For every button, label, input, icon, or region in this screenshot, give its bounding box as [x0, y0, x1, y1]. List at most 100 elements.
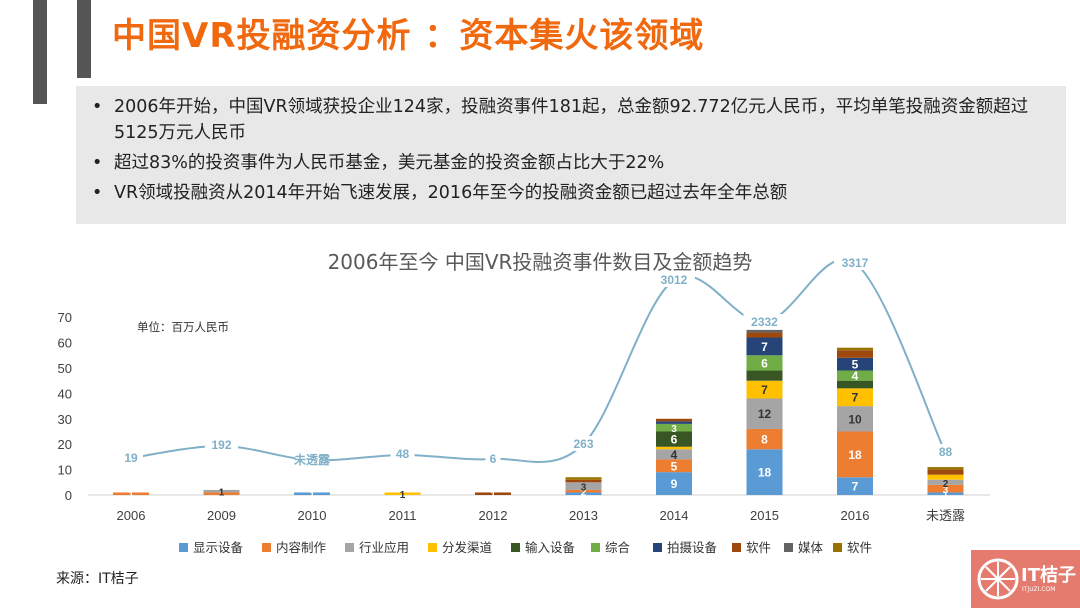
x-tick-label: 2016 [841, 508, 870, 523]
bar-segment-7 [837, 357, 873, 371]
bar-segment-5 [837, 380, 873, 389]
legend-label: 输入设备 [525, 540, 576, 555]
decor-bar-right [77, 0, 91, 78]
brand-logo: IT桔子 ITJUZI.COM [971, 550, 1080, 608]
bullet-2: 超过83%的投资事件为人民币基金，美元基金的投资金额占比大于22% [92, 150, 1052, 176]
source-note: 来源：IT桔子 [56, 571, 139, 587]
bar-segment-4 [927, 474, 964, 480]
bar-data-label: 1 [490, 490, 496, 501]
bar-segment-6 [837, 370, 873, 381]
bar-data-label: 3 [581, 483, 587, 494]
legend-swatch [262, 543, 271, 552]
logo-text: IT桔子 [1021, 565, 1076, 586]
bar-segment-2 [113, 492, 149, 495]
bar-data-label: 6 [671, 433, 678, 447]
bar-segment-10 [927, 467, 964, 470]
amount-data-label: 2332 [751, 315, 778, 329]
logo-subtext: ITJUZI.COM [1022, 586, 1056, 593]
bar-segment-2 [927, 484, 964, 493]
amount-data-label: 3012 [661, 273, 688, 287]
bar-segment-1 [565, 492, 602, 495]
legend-label: 媒体 [798, 540, 824, 555]
bar-data-label: 5 [671, 459, 678, 473]
bar-segment-8 [746, 332, 783, 338]
legend-label: 内容制作 [276, 540, 327, 555]
bar-segment-7 [746, 337, 783, 356]
amount-label-bg [834, 255, 876, 270]
legend-swatch [732, 543, 741, 552]
bullet-1: 2006年开始，中国VR领域获投企业124家，投融资事件181起，总金额92.7… [92, 94, 1052, 146]
bar-data-label: 5 [852, 358, 859, 372]
bar-segment-2 [203, 492, 240, 495]
legend-label: 显示设备 [193, 540, 244, 555]
amount-data-label: 263 [573, 437, 593, 451]
legend-swatch [428, 543, 437, 552]
bar-segment-8 [475, 492, 511, 495]
amount-label-bg [933, 444, 958, 459]
x-tick-label: 未透露 [926, 508, 965, 523]
amount-data-label: 未透露 [293, 452, 331, 467]
amount-label-bg [743, 314, 786, 329]
amount-line [130, 258, 947, 463]
amount-label-bg [119, 450, 143, 465]
summary-box: 2006年开始，中国VR领域获投企业124家，投融资事件181起，总金额92.7… [76, 86, 1066, 224]
bar-segment-2 [746, 428, 783, 450]
bar-data-label: 18 [848, 448, 862, 462]
y-tick-label: 40 [58, 386, 72, 401]
amount-label-bg [205, 437, 238, 452]
bar-data-label: 7 [761, 340, 768, 354]
bar-data-label: 1 [219, 490, 225, 501]
orange-slice-icon [977, 558, 1019, 600]
bar-segment-1 [294, 492, 330, 495]
amount-data-label: 19 [124, 451, 138, 465]
bar-segment-4 [656, 446, 692, 450]
bar-segment-10 [837, 347, 873, 351]
bar-data-label: 9 [671, 477, 678, 491]
y-tick-label: 50 [58, 361, 72, 376]
bar-data-label: 3 [943, 485, 949, 496]
legend-label: 软件 [746, 540, 771, 555]
bar-data-label: 3 [671, 424, 677, 435]
y-tick-label: 20 [58, 437, 72, 452]
legend-label: 分发渠道 [442, 540, 493, 555]
bar-data-label: 7 [761, 383, 768, 397]
x-tick-label: 2011 [389, 508, 417, 523]
legend-swatch [591, 543, 600, 552]
x-tick-label: 2012 [479, 508, 508, 523]
bar-segment-2 [565, 489, 602, 493]
legend-label: 行业应用 [359, 540, 409, 555]
bar-segment-2 [837, 431, 873, 478]
amount-data-label: 48 [396, 447, 410, 461]
bar-data-label: 4 [852, 369, 859, 383]
bar-segment-4 [837, 388, 873, 407]
amount-label-bg [485, 451, 501, 466]
bar-segment-2 [656, 459, 692, 473]
amount-data-label: 88 [939, 445, 953, 459]
legend-swatch [345, 543, 354, 552]
legend-label: 拍摄设备 [667, 540, 718, 555]
bar-data-label: 1 [219, 488, 225, 499]
legend-label: 综合 [605, 540, 631, 555]
bar-segment-1 [837, 477, 873, 495]
legend-swatch [653, 543, 662, 552]
bar-data-label: 4 [671, 448, 678, 462]
bar-segment-6 [656, 423, 692, 432]
amount-data-label: 6 [490, 452, 497, 466]
bar-data-label: 1 [400, 490, 406, 501]
bar-segment-3 [565, 482, 602, 490]
bar-data-label: 18 [758, 466, 772, 480]
bar-segment-3 [746, 398, 783, 429]
bar-segment-1 [746, 449, 783, 495]
bar-data-label: 7 [852, 391, 859, 405]
x-tick-label: 2014 [660, 508, 689, 523]
bar-segment-4 [384, 492, 421, 495]
y-tick-label: 30 [58, 412, 72, 427]
bar-segment-8 [565, 479, 602, 483]
page-title: 中国VR投融资分析 ：资本集火该领域 [112, 16, 705, 56]
bar-segment-4 [746, 380, 783, 399]
bar-segment-3 [837, 406, 873, 432]
legend-label: 软件 [847, 540, 872, 555]
bar-segment-1 [927, 492, 964, 495]
y-tick-label: 10 [58, 463, 72, 478]
y-tick-label: 0 [65, 488, 72, 503]
